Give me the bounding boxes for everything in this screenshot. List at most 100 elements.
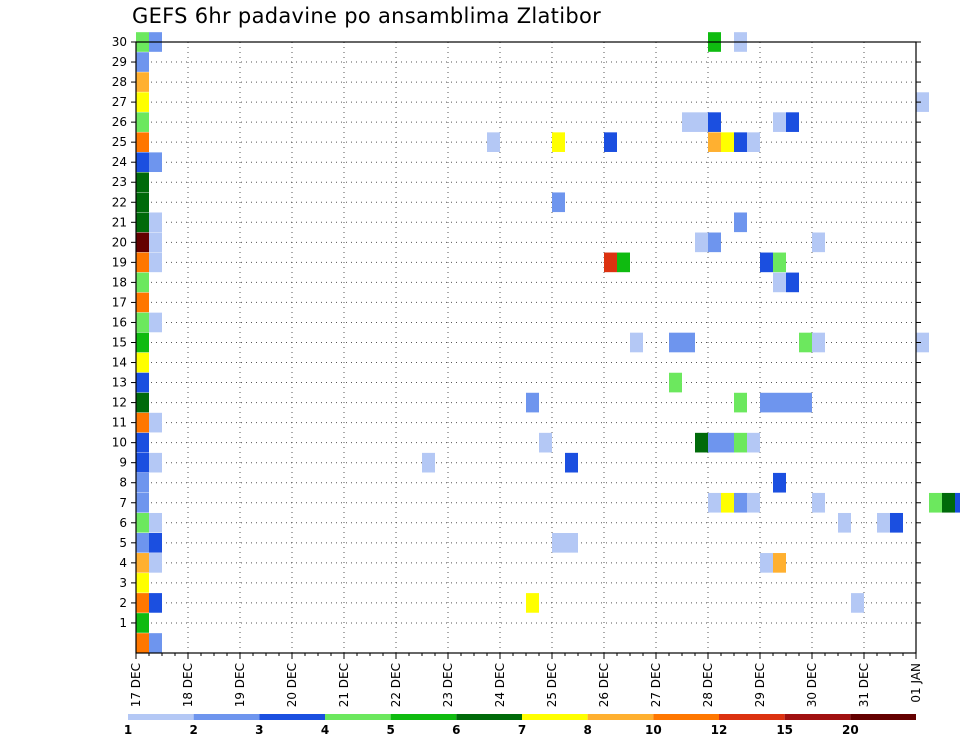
heatmap-cell	[604, 132, 617, 152]
legend-swatch	[325, 714, 391, 720]
heatmap-cell	[136, 192, 149, 213]
heatmap-cell	[773, 472, 786, 493]
heatmap-cell	[682, 112, 695, 132]
legend-swatch	[719, 714, 785, 720]
heatmap-cell	[136, 252, 149, 273]
heatmap-cell	[136, 593, 149, 613]
x-tick-label: 17 DEC	[129, 663, 143, 707]
y-tick-label: 23	[112, 175, 127, 189]
heatmap-cell	[136, 472, 149, 493]
heatmap-cell	[734, 392, 747, 413]
heatmap-cell	[136, 332, 149, 353]
y-tick-label: 28	[112, 75, 127, 89]
y-tick-label: 9	[119, 456, 127, 470]
heatmap-cell	[149, 212, 162, 233]
y-tick-label: 13	[112, 376, 127, 390]
heatmap-cell	[747, 492, 760, 513]
heatmap-cell	[721, 132, 734, 152]
legend-swatch	[390, 714, 457, 720]
heatmap-cell	[552, 192, 565, 213]
heatmap-cell	[526, 392, 539, 413]
heatmap-cell	[799, 392, 812, 413]
y-tick-label: 25	[112, 135, 127, 149]
heatmap-cell	[136, 533, 149, 553]
heatmap-cell	[136, 492, 149, 513]
y-tick-label: 4	[119, 556, 127, 570]
heatmap-cell	[708, 232, 721, 253]
heatmap-cell	[136, 232, 149, 253]
heatmap-cell	[136, 212, 149, 233]
heatmap-cell	[136, 512, 149, 533]
y-tick-label: 27	[112, 95, 127, 109]
chart-title: GEFS 6hr padavine po ansamblima Zlatibor	[132, 4, 602, 28]
heatmap-cell	[136, 613, 149, 633]
legend-label: 4	[321, 723, 329, 737]
heatmap-cell	[682, 332, 695, 353]
heatmap-cell	[955, 492, 960, 513]
heatmap-cell	[149, 633, 162, 653]
y-tick-label: 24	[112, 155, 127, 169]
heatmap-cell	[149, 512, 162, 533]
heatmap-cell	[734, 212, 747, 233]
y-tick-label: 19	[112, 255, 127, 269]
heatmap-cell	[669, 332, 682, 353]
legend-swatch	[456, 714, 522, 720]
legend-label: 15	[776, 723, 793, 737]
heatmap-cell	[149, 252, 162, 273]
heatmap-cell	[760, 252, 773, 273]
y-tick-label: 1	[119, 616, 127, 630]
y-tick-label: 14	[112, 356, 127, 370]
heatmap-cell	[916, 92, 929, 112]
heatmap-cell	[136, 52, 149, 72]
heatmap-cell	[773, 392, 786, 413]
y-tick-label: 26	[112, 115, 127, 129]
x-tick-label: 20 DEC	[285, 663, 299, 707]
heatmap-cell	[708, 492, 721, 513]
heatmap-cell	[773, 112, 786, 132]
heatmap-cell	[149, 553, 162, 573]
x-tick-label: 31 DEC	[857, 663, 871, 707]
y-tick-label: 30	[112, 35, 127, 49]
heatmap-cell	[760, 553, 773, 573]
x-tick-label: 22 DEC	[389, 663, 403, 707]
heatmap-cell	[617, 252, 630, 273]
heatmap-cell	[721, 432, 734, 453]
heatmap-cell	[136, 272, 149, 293]
heatmap-cell	[422, 452, 435, 473]
heatmap-cell	[136, 352, 149, 373]
x-tick-label: 26 DEC	[597, 663, 611, 707]
heatmap-cell	[877, 512, 890, 533]
y-tick-label: 20	[112, 235, 127, 249]
heatmap-cell	[149, 152, 162, 173]
y-tick-label: 5	[119, 536, 127, 550]
legend-swatch	[193, 714, 260, 720]
heatmap-cell	[799, 332, 812, 353]
heatmap-cell	[149, 232, 162, 253]
heatmap-cell	[838, 512, 851, 533]
x-tick-label: 30 DEC	[805, 663, 819, 707]
heatmap-cell	[136, 292, 149, 313]
heatmap-cell	[630, 332, 643, 353]
legend-label: 1	[124, 723, 132, 737]
x-tick-label: 18 DEC	[181, 663, 195, 707]
heatmap-cell	[786, 392, 799, 413]
heatmap-cell	[942, 492, 955, 513]
heatmap-cell	[149, 593, 162, 613]
legend-swatch	[259, 714, 325, 720]
y-tick-label: 18	[112, 275, 127, 289]
heatmap-cell	[136, 633, 149, 653]
heatmap-cell	[136, 152, 149, 173]
heatmap-cell	[136, 172, 149, 193]
heatmap-cell	[149, 533, 162, 553]
heatmap-cell	[786, 112, 799, 132]
y-tick-label: 11	[112, 416, 127, 430]
heatmap-cell	[812, 492, 825, 513]
y-tick-label: 17	[112, 295, 127, 309]
heatmap-cell	[136, 112, 149, 132]
heatmap-cell	[890, 512, 903, 533]
x-tick-label: 23 DEC	[441, 663, 455, 707]
heatmap-cell	[487, 132, 500, 152]
legend-label: 8	[583, 723, 591, 737]
heatmap-cell	[136, 412, 149, 433]
x-tick-label: 24 DEC	[493, 663, 507, 707]
